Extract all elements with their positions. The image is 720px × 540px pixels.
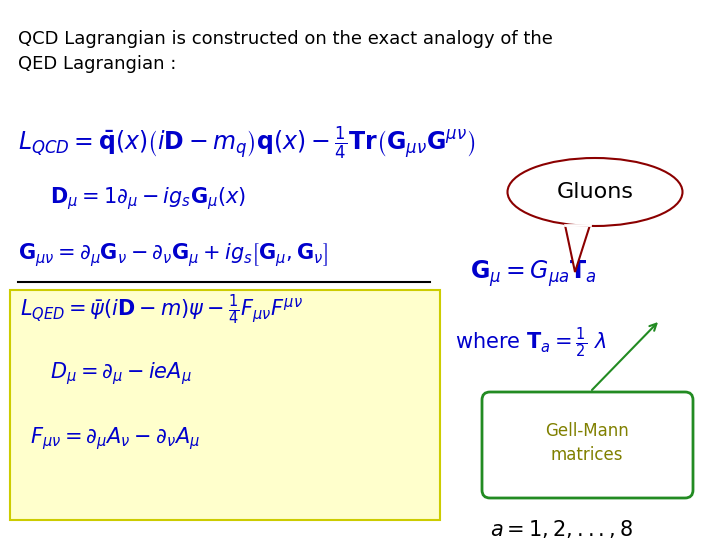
Text: $\mathit{L}_{QED}=\bar{\psi}\left(\mathit{i}\mathbf{D}-m\right)\psi-\frac{1}{4}F: $\mathit{L}_{QED}=\bar{\psi}\left(\mathi… [20,292,303,327]
Text: $\mathbf{D}_{\mu}=1\partial_{\mu}-ig_{s}\mathbf{G}_{\mu}(x)$: $\mathbf{D}_{\mu}=1\partial_{\mu}-ig_{s}… [50,185,246,212]
Text: QCD Lagrangian is constructed on the exact analogy of the
QED Lagrangian :: QCD Lagrangian is constructed on the exa… [18,30,553,73]
FancyBboxPatch shape [482,392,693,498]
Text: $F_{\mu\nu}=\partial_{\mu}A_{\nu}-\partial_{\nu}A_{\mu}$: $F_{\mu\nu}=\partial_{\mu}A_{\nu}-\parti… [30,425,200,452]
Text: $a=1,2,...,8$: $a=1,2,...,8$ [490,518,633,540]
Text: $\mathbf{G}_{\mu}=G_{\mu a}\mathbf{T}_{a}$: $\mathbf{G}_{\mu}=G_{\mu a}\mathbf{T}_{a… [470,258,597,289]
Text: $\mathbf{G}_{\mu\nu}=\partial_{\mu}\mathbf{G}_{\nu}-\partial_{\nu}\mathbf{G}_{\m: $\mathbf{G}_{\mu\nu}=\partial_{\mu}\math… [18,242,328,269]
Text: $D_{\mu}=\partial_{\mu}-ieA_{\mu}$: $D_{\mu}=\partial_{\mu}-ieA_{\mu}$ [50,360,192,387]
Text: Gell-Mann
matrices: Gell-Mann matrices [545,422,629,464]
Ellipse shape [508,158,683,226]
Text: where $\mathbf{T}_{a}=\frac{1}{2}\ \lambda$: where $\mathbf{T}_{a}=\frac{1}{2}\ \lamb… [455,325,607,360]
Polygon shape [565,225,590,272]
FancyBboxPatch shape [10,290,440,520]
Text: $\mathit{L}_{QCD}=\mathbf{\bar{q}}(x)\left(\mathit{i}\mathbf{D}-m_{q}\right)\mat: $\mathit{L}_{QCD}=\mathbf{\bar{q}}(x)\le… [18,125,475,163]
Text: Gluons: Gluons [557,182,634,202]
